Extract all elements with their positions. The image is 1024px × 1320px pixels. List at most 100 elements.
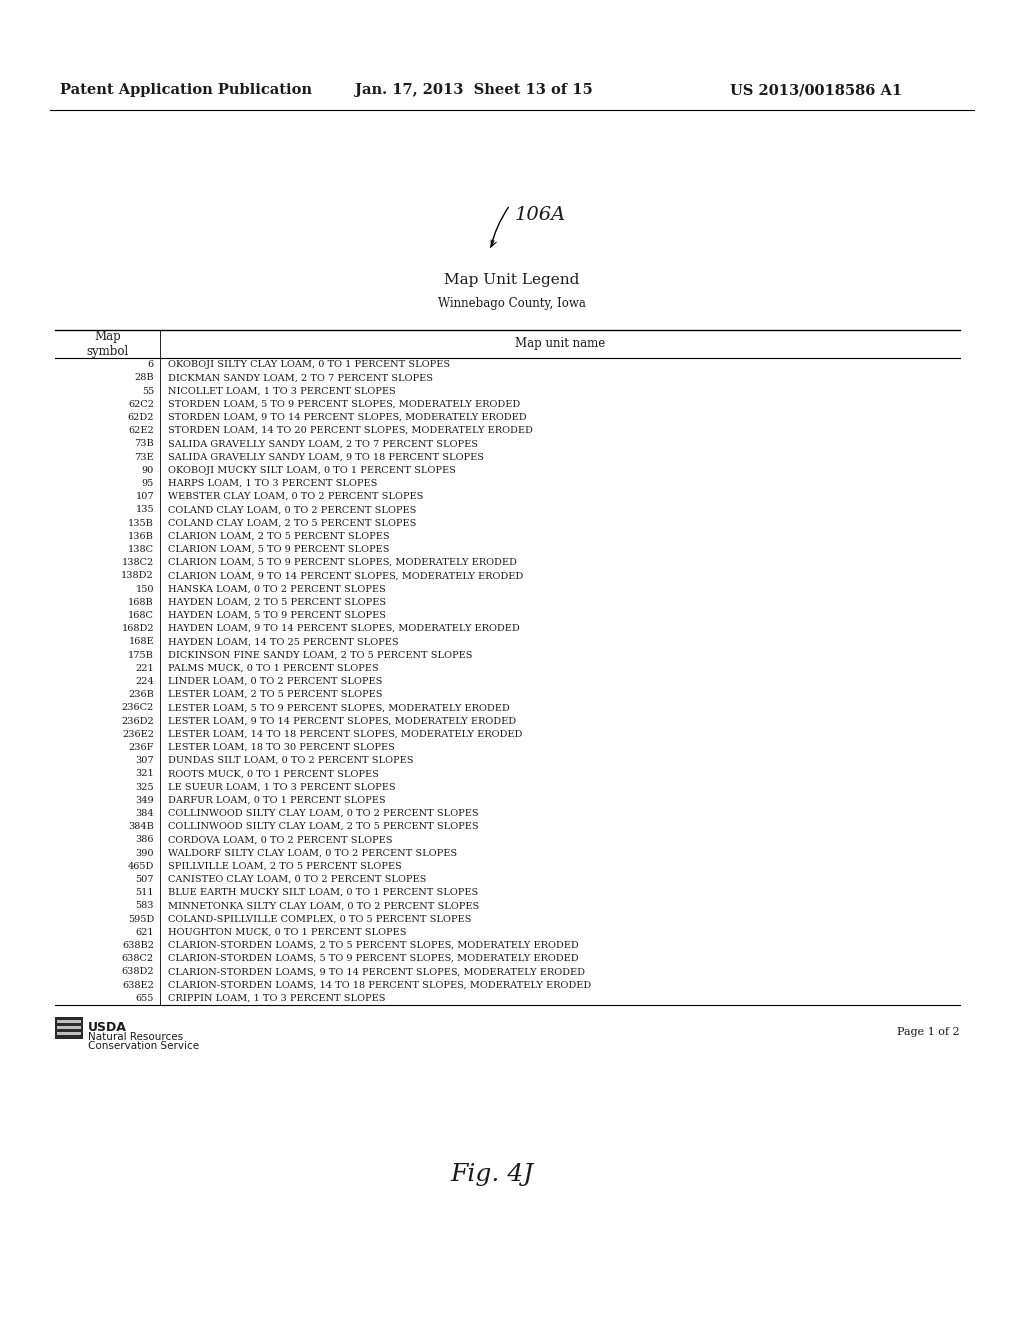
Text: 150: 150 <box>135 585 154 594</box>
Text: DARFUR LOAM, 0 TO 1 PERCENT SLOPES: DARFUR LOAM, 0 TO 1 PERCENT SLOPES <box>168 796 386 805</box>
Text: CLARION LOAM, 2 TO 5 PERCENT SLOPES: CLARION LOAM, 2 TO 5 PERCENT SLOPES <box>168 532 389 541</box>
Text: 638E2: 638E2 <box>122 981 154 990</box>
Text: 175B: 175B <box>128 651 154 660</box>
Text: DICKINSON FINE SANDY LOAM, 2 TO 5 PERCENT SLOPES: DICKINSON FINE SANDY LOAM, 2 TO 5 PERCEN… <box>168 651 472 660</box>
Text: USDA: USDA <box>88 1020 127 1034</box>
Text: SALIDA GRAVELLY SANDY LOAM, 9 TO 18 PERCENT SLOPES: SALIDA GRAVELLY SANDY LOAM, 9 TO 18 PERC… <box>168 453 484 462</box>
Text: HAYDEN LOAM, 14 TO 25 PERCENT SLOPES: HAYDEN LOAM, 14 TO 25 PERCENT SLOPES <box>168 638 398 647</box>
Text: Map
symbol: Map symbol <box>86 330 129 358</box>
Text: CLARION-STORDEN LOAMS, 2 TO 5 PERCENT SLOPES, MODERATELY ERODED: CLARION-STORDEN LOAMS, 2 TO 5 PERCENT SL… <box>168 941 579 950</box>
Text: CLARION-STORDEN LOAMS, 9 TO 14 PERCENT SLOPES, MODERATELY ERODED: CLARION-STORDEN LOAMS, 9 TO 14 PERCENT S… <box>168 968 585 977</box>
Text: 168E: 168E <box>128 638 154 647</box>
Text: COLAND CLAY LOAM, 0 TO 2 PERCENT SLOPES: COLAND CLAY LOAM, 0 TO 2 PERCENT SLOPES <box>168 506 417 515</box>
Text: 168B: 168B <box>128 598 154 607</box>
Text: HAYDEN LOAM, 5 TO 9 PERCENT SLOPES: HAYDEN LOAM, 5 TO 9 PERCENT SLOPES <box>168 611 386 620</box>
Text: HAYDEN LOAM, 2 TO 5 PERCENT SLOPES: HAYDEN LOAM, 2 TO 5 PERCENT SLOPES <box>168 598 386 607</box>
Text: SALIDA GRAVELLY SANDY LOAM, 2 TO 7 PERCENT SLOPES: SALIDA GRAVELLY SANDY LOAM, 2 TO 7 PERCE… <box>168 440 478 449</box>
Text: HARPS LOAM, 1 TO 3 PERCENT SLOPES: HARPS LOAM, 1 TO 3 PERCENT SLOPES <box>168 479 378 488</box>
Text: 236F: 236F <box>128 743 154 752</box>
Text: 507: 507 <box>135 875 154 884</box>
Text: 135B: 135B <box>128 519 154 528</box>
Text: Map unit name: Map unit name <box>515 338 605 351</box>
Text: BLUE EARTH MUCKY SILT LOAM, 0 TO 1 PERCENT SLOPES: BLUE EARTH MUCKY SILT LOAM, 0 TO 1 PERCE… <box>168 888 478 898</box>
Text: 511: 511 <box>135 888 154 898</box>
Text: 6: 6 <box>147 360 154 370</box>
Text: 107: 107 <box>135 492 154 502</box>
Text: LINDER LOAM, 0 TO 2 PERCENT SLOPES: LINDER LOAM, 0 TO 2 PERCENT SLOPES <box>168 677 382 686</box>
Text: 655: 655 <box>135 994 154 1003</box>
Text: 224: 224 <box>135 677 154 686</box>
Text: COLAND-SPILLVILLE COMPLEX, 0 TO 5 PERCENT SLOPES: COLAND-SPILLVILLE COMPLEX, 0 TO 5 PERCEN… <box>168 915 471 924</box>
Text: 386: 386 <box>135 836 154 845</box>
Text: STORDEN LOAM, 5 TO 9 PERCENT SLOPES, MODERATELY ERODED: STORDEN LOAM, 5 TO 9 PERCENT SLOPES, MOD… <box>168 400 520 409</box>
Text: SPILLVILLE LOAM, 2 TO 5 PERCENT SLOPES: SPILLVILLE LOAM, 2 TO 5 PERCENT SLOPES <box>168 862 401 871</box>
Text: 138C: 138C <box>128 545 154 554</box>
Text: 28B: 28B <box>134 374 154 383</box>
Text: 73E: 73E <box>134 453 154 462</box>
Bar <box>55 1016 83 1039</box>
Text: PALMS MUCK, 0 TO 1 PERCENT SLOPES: PALMS MUCK, 0 TO 1 PERCENT SLOPES <box>168 664 379 673</box>
Text: 136B: 136B <box>128 532 154 541</box>
Text: 90: 90 <box>141 466 154 475</box>
Text: 349: 349 <box>135 796 154 805</box>
Text: Map Unit Legend: Map Unit Legend <box>444 273 580 286</box>
Text: ROOTS MUCK, 0 TO 1 PERCENT SLOPES: ROOTS MUCK, 0 TO 1 PERCENT SLOPES <box>168 770 379 779</box>
Text: STORDEN LOAM, 14 TO 20 PERCENT SLOPES, MODERATELY ERODED: STORDEN LOAM, 14 TO 20 PERCENT SLOPES, M… <box>168 426 532 436</box>
Text: 138D2: 138D2 <box>121 572 154 581</box>
Text: 236B: 236B <box>128 690 154 700</box>
Text: 138C2: 138C2 <box>122 558 154 568</box>
Text: 73B: 73B <box>134 440 154 449</box>
Text: 390: 390 <box>135 849 154 858</box>
Text: OKOBOJI MUCKY SILT LOAM, 0 TO 1 PERCENT SLOPES: OKOBOJI MUCKY SILT LOAM, 0 TO 1 PERCENT … <box>168 466 456 475</box>
Text: CLARION-STORDEN LOAMS, 14 TO 18 PERCENT SLOPES, MODERATELY ERODED: CLARION-STORDEN LOAMS, 14 TO 18 PERCENT … <box>168 981 591 990</box>
Text: CLARION LOAM, 9 TO 14 PERCENT SLOPES, MODERATELY ERODED: CLARION LOAM, 9 TO 14 PERCENT SLOPES, MO… <box>168 572 523 581</box>
Text: WALDORF SILTY CLAY LOAM, 0 TO 2 PERCENT SLOPES: WALDORF SILTY CLAY LOAM, 0 TO 2 PERCENT … <box>168 849 457 858</box>
Text: DUNDAS SILT LOAM, 0 TO 2 PERCENT SLOPES: DUNDAS SILT LOAM, 0 TO 2 PERCENT SLOPES <box>168 756 414 766</box>
Text: 595D: 595D <box>128 915 154 924</box>
Text: LESTER LOAM, 14 TO 18 PERCENT SLOPES, MODERATELY ERODED: LESTER LOAM, 14 TO 18 PERCENT SLOPES, MO… <box>168 730 522 739</box>
Text: COLLINWOOD SILTY CLAY LOAM, 0 TO 2 PERCENT SLOPES: COLLINWOOD SILTY CLAY LOAM, 0 TO 2 PERCE… <box>168 809 478 818</box>
Text: 62E2: 62E2 <box>128 426 154 436</box>
Text: 638C2: 638C2 <box>122 954 154 964</box>
Text: CLARION LOAM, 5 TO 9 PERCENT SLOPES, MODERATELY ERODED: CLARION LOAM, 5 TO 9 PERCENT SLOPES, MOD… <box>168 558 517 568</box>
Text: LESTER LOAM, 2 TO 5 PERCENT SLOPES: LESTER LOAM, 2 TO 5 PERCENT SLOPES <box>168 690 383 700</box>
Text: CANISTEO CLAY LOAM, 0 TO 2 PERCENT SLOPES: CANISTEO CLAY LOAM, 0 TO 2 PERCENT SLOPE… <box>168 875 426 884</box>
Text: CLARION LOAM, 5 TO 9 PERCENT SLOPES: CLARION LOAM, 5 TO 9 PERCENT SLOPES <box>168 545 389 554</box>
Text: Page 1 of 2: Page 1 of 2 <box>897 1027 961 1036</box>
Text: 236C2: 236C2 <box>122 704 154 713</box>
Text: 168D2: 168D2 <box>122 624 154 634</box>
Text: LESTER LOAM, 5 TO 9 PERCENT SLOPES, MODERATELY ERODED: LESTER LOAM, 5 TO 9 PERCENT SLOPES, MODE… <box>168 704 510 713</box>
Text: HANSKA LOAM, 0 TO 2 PERCENT SLOPES: HANSKA LOAM, 0 TO 2 PERCENT SLOPES <box>168 585 386 594</box>
Text: HAYDEN LOAM, 9 TO 14 PERCENT SLOPES, MODERATELY ERODED: HAYDEN LOAM, 9 TO 14 PERCENT SLOPES, MOD… <box>168 624 520 634</box>
Text: LESTER LOAM, 18 TO 30 PERCENT SLOPES: LESTER LOAM, 18 TO 30 PERCENT SLOPES <box>168 743 395 752</box>
Text: 221: 221 <box>135 664 154 673</box>
Text: COLAND CLAY LOAM, 2 TO 5 PERCENT SLOPES: COLAND CLAY LOAM, 2 TO 5 PERCENT SLOPES <box>168 519 417 528</box>
Text: MINNETONKA SILTY CLAY LOAM, 0 TO 2 PERCENT SLOPES: MINNETONKA SILTY CLAY LOAM, 0 TO 2 PERCE… <box>168 902 479 911</box>
Text: 236E2: 236E2 <box>122 730 154 739</box>
Text: Conservation Service: Conservation Service <box>88 1040 199 1051</box>
Text: Patent Application Publication: Patent Application Publication <box>60 83 312 96</box>
Text: 384: 384 <box>135 809 154 818</box>
Text: Jan. 17, 2013  Sheet 13 of 15: Jan. 17, 2013 Sheet 13 of 15 <box>355 83 593 96</box>
Text: 465D: 465D <box>128 862 154 871</box>
Text: Winnebago County, Iowa: Winnebago County, Iowa <box>438 297 586 309</box>
Text: 638D2: 638D2 <box>122 968 154 977</box>
Text: COLLINWOOD SILTY CLAY LOAM, 2 TO 5 PERCENT SLOPES: COLLINWOOD SILTY CLAY LOAM, 2 TO 5 PERCE… <box>168 822 478 832</box>
Text: OKOBOJI SILTY CLAY LOAM, 0 TO 1 PERCENT SLOPES: OKOBOJI SILTY CLAY LOAM, 0 TO 1 PERCENT … <box>168 360 451 370</box>
Bar <box>57 1032 81 1035</box>
Text: CORDOVA LOAM, 0 TO 2 PERCENT SLOPES: CORDOVA LOAM, 0 TO 2 PERCENT SLOPES <box>168 836 392 845</box>
Text: 321: 321 <box>135 770 154 779</box>
Text: 62C2: 62C2 <box>128 400 154 409</box>
Bar <box>57 1020 81 1023</box>
Text: CRIPPIN LOAM, 1 TO 3 PERCENT SLOPES: CRIPPIN LOAM, 1 TO 3 PERCENT SLOPES <box>168 994 385 1003</box>
Text: 62D2: 62D2 <box>128 413 154 422</box>
Text: Natural Resources: Natural Resources <box>88 1032 183 1041</box>
Text: Fig. 4J: Fig. 4J <box>451 1163 534 1187</box>
Text: 621: 621 <box>135 928 154 937</box>
Text: US 2013/0018586 A1: US 2013/0018586 A1 <box>730 83 902 96</box>
Text: 384B: 384B <box>128 822 154 832</box>
Text: CLARION-STORDEN LOAMS, 5 TO 9 PERCENT SLOPES, MODERATELY ERODED: CLARION-STORDEN LOAMS, 5 TO 9 PERCENT SL… <box>168 954 579 964</box>
Text: HOUGHTON MUCK, 0 TO 1 PERCENT SLOPES: HOUGHTON MUCK, 0 TO 1 PERCENT SLOPES <box>168 928 407 937</box>
Text: 95: 95 <box>141 479 154 488</box>
Text: 236D2: 236D2 <box>121 717 154 726</box>
